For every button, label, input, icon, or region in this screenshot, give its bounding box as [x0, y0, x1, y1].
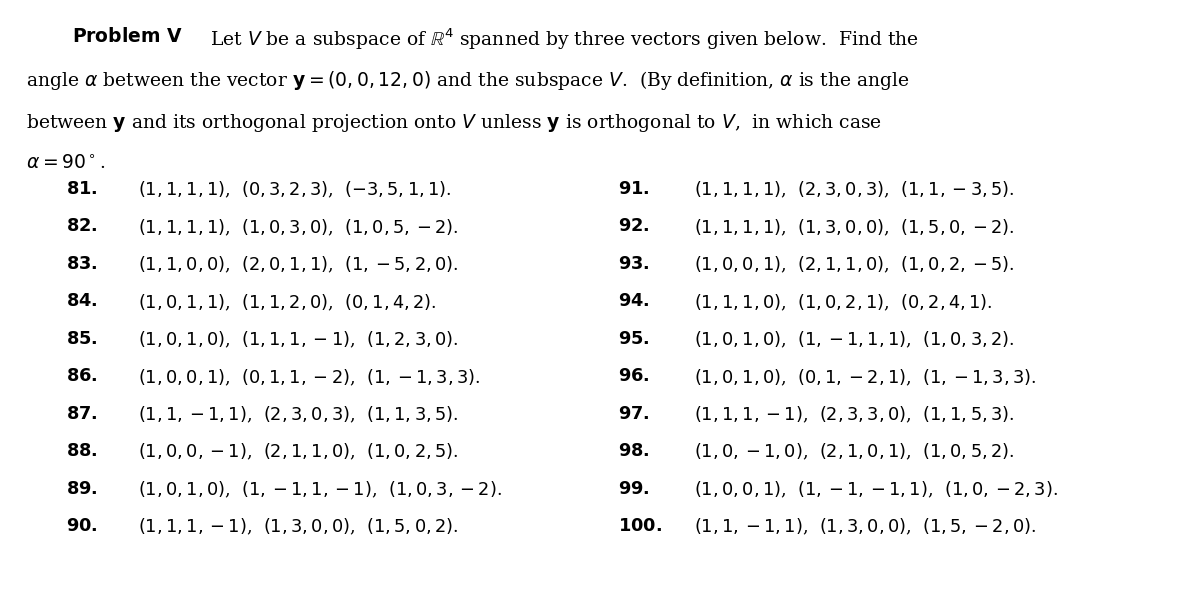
Text: between $\mathbf{y}$ and its orthogonal projection onto $V$ unless $\mathbf{y}$ : between $\mathbf{y}$ and its orthogonal …: [26, 112, 882, 133]
Text: $(1,1,1,1)$,  $(1,0,3,0)$,  $(1,0,5,-2)$.: $(1,1,1,1)$, $(1,0,3,0)$, $(1,0,5,-2)$.: [138, 218, 458, 238]
Text: $\alpha = 90^\circ$.: $\alpha = 90^\circ$.: [26, 154, 106, 172]
Text: $\bf{81.}$: $\bf{81.}$: [66, 180, 97, 198]
Text: $\bf{89.}$: $\bf{89.}$: [66, 480, 97, 498]
Text: $\bf{91.}$: $\bf{91.}$: [618, 180, 649, 198]
Text: $(1,0,1,0)$,  $(0,1,-2,1)$,  $(1,-1,3,3)$.: $(1,0,1,0)$, $(0,1,-2,1)$, $(1,-1,3,3)$.: [694, 367, 1036, 388]
Text: angle $\alpha$ between the vector $\mathbf{y} = (0, 0, 12, 0)$ and the subspace : angle $\alpha$ between the vector $\math…: [26, 69, 910, 92]
Text: $\bf{94.}$: $\bf{94.}$: [618, 293, 649, 310]
Text: $\bf{83.}$: $\bf{83.}$: [66, 255, 97, 273]
Text: $(1,0,0,1)$,  $(0,1,1,-2)$,  $(1,-1,3,3)$.: $(1,0,0,1)$, $(0,1,1,-2)$, $(1,-1,3,3)$.: [138, 367, 480, 388]
Text: $(1,1,1,0)$,  $(1,0,2,1)$,  $(0,2,4,1)$.: $(1,1,1,0)$, $(1,0,2,1)$, $(0,2,4,1)$.: [694, 293, 992, 313]
Text: $\bf{87.}$: $\bf{87.}$: [66, 405, 97, 423]
Text: $\bf{98.}$: $\bf{98.}$: [618, 442, 649, 460]
Text: $\bf{96.}$: $\bf{96.}$: [618, 367, 649, 385]
Text: $\bf{97.}$: $\bf{97.}$: [618, 405, 649, 423]
Text: $\bf{82.}$: $\bf{82.}$: [66, 218, 97, 235]
Text: $(1,1,-1,1)$,  $(2,3,0,3)$,  $(1,1,3,5)$.: $(1,1,-1,1)$, $(2,3,0,3)$, $(1,1,3,5)$.: [138, 405, 458, 425]
Text: $(1,0,1,0)$,  $(1,1,1,-1)$,  $(1,2,3,0)$.: $(1,0,1,0)$, $(1,1,1,-1)$, $(1,2,3,0)$.: [138, 330, 458, 350]
Text: $(1,0,-1,0)$,  $(2,1,0,1)$,  $(1,0,5,2)$.: $(1,0,-1,0)$, $(2,1,0,1)$, $(1,0,5,2)$.: [694, 442, 1014, 463]
Text: $\bf{95.}$: $\bf{95.}$: [618, 330, 649, 348]
Text: $(1,1,1,-1)$,  $(1,3,0,0)$,  $(1,5,0,2)$.: $(1,1,1,-1)$, $(1,3,0,0)$, $(1,5,0,2)$.: [138, 517, 458, 537]
Text: $\bf{84.}$: $\bf{84.}$: [66, 293, 97, 310]
Text: $(1,0,0,1)$,  $(1,-1,-1,1)$,  $(1,0,-2,3)$.: $(1,0,0,1)$, $(1,-1,-1,1)$, $(1,0,-2,3)$…: [694, 480, 1057, 500]
Text: $\bf{85.}$: $\bf{85.}$: [66, 330, 97, 348]
Text: $(1,1,0,0)$,  $(2,0,1,1)$,  $(1,-5,2,0)$.: $(1,1,0,0)$, $(2,0,1,1)$, $(1,-5,2,0)$.: [138, 255, 458, 275]
Text: $\bf{100.}$: $\bf{100.}$: [618, 517, 662, 535]
Text: $(1,0,1,0)$,  $(1,-1,1,1)$,  $(1,0,3,2)$.: $(1,0,1,0)$, $(1,-1,1,1)$, $(1,0,3,2)$.: [694, 330, 1014, 350]
Text: $(1,1,1,1)$,  $(1,3,0,0)$,  $(1,5,0,-2)$.: $(1,1,1,1)$, $(1,3,0,0)$, $(1,5,0,-2)$.: [694, 218, 1014, 238]
Text: $(1,1,1,1)$,  $(2,3,0,3)$,  $(1,1,-3,5)$.: $(1,1,1,1)$, $(2,3,0,3)$, $(1,1,-3,5)$.: [694, 180, 1014, 200]
Text: $\bf{Problem\ V}$: $\bf{Problem\ V}$: [72, 27, 182, 45]
Text: $\bf{86.}$: $\bf{86.}$: [66, 367, 97, 385]
Text: $\bf{93.}$: $\bf{93.}$: [618, 255, 649, 273]
Text: $\bf{99.}$: $\bf{99.}$: [618, 480, 649, 498]
Text: $(1,0,1,1)$,  $(1,1,2,0)$,  $(0,1,4,2)$.: $(1,0,1,1)$, $(1,1,2,0)$, $(0,1,4,2)$.: [138, 293, 437, 313]
Text: $(1,1,1,-1)$,  $(2,3,3,0)$,  $(1,1,5,3)$.: $(1,1,1,-1)$, $(2,3,3,0)$, $(1,1,5,3)$.: [694, 405, 1014, 425]
Text: $\bf{88.}$: $\bf{88.}$: [66, 442, 97, 460]
Text: $(1,1,-1,1)$,  $(1,3,0,0)$,  $(1,5,-2,0)$.: $(1,1,-1,1)$, $(1,3,0,0)$, $(1,5,-2,0)$.: [694, 517, 1036, 537]
Text: $(1,1,1,1)$,  $(0,3,2,3)$,  $(-3,5,1,1)$.: $(1,1,1,1)$, $(0,3,2,3)$, $(-3,5,1,1)$.: [138, 180, 451, 200]
Text: $(1,0,0,1)$,  $(2,1,1,0)$,  $(1,0,2,-5)$.: $(1,0,0,1)$, $(2,1,1,0)$, $(1,0,2,-5)$.: [694, 255, 1014, 275]
Text: $\bf{90.}$: $\bf{90.}$: [66, 517, 97, 535]
Text: $\bf{92.}$: $\bf{92.}$: [618, 218, 649, 235]
Text: $(1,0,0,-1)$,  $(2,1,1,0)$,  $(1,0,2,5)$.: $(1,0,0,-1)$, $(2,1,1,0)$, $(1,0,2,5)$.: [138, 442, 458, 463]
Text: $(1,0,1,0)$,  $(1,-1,1,-1)$,  $(1,0,3,-2)$.: $(1,0,1,0)$, $(1,-1,1,-1)$, $(1,0,3,-2)$…: [138, 480, 502, 500]
Text: Let $V$ be a subspace of $\mathbb{R}^4$ spanned by three vectors given below.  F: Let $V$ be a subspace of $\mathbb{R}^4$ …: [210, 27, 919, 52]
